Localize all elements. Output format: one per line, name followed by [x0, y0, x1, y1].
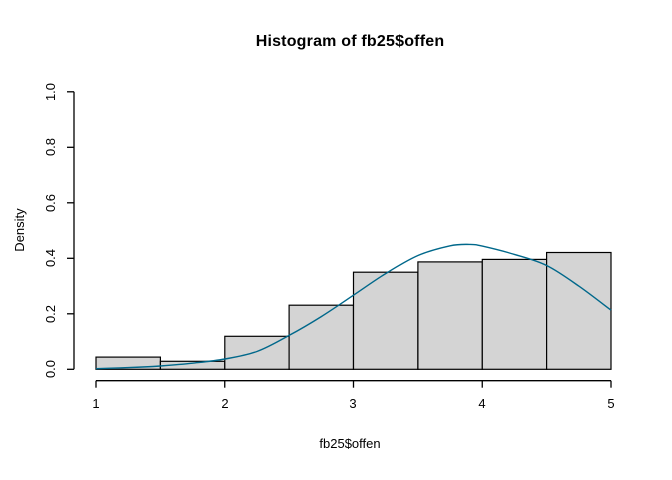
x-tick-label-3: 3 — [349, 396, 357, 411]
histogram-bar — [481, 258, 548, 370]
histogram-bar — [352, 271, 419, 370]
x-axis-label: fb25$offen — [319, 436, 381, 451]
histogram-bar — [288, 304, 355, 370]
axes — [67, 91, 612, 388]
histogram-bar — [545, 251, 612, 370]
histogram-bars — [95, 251, 612, 370]
histogram-bar — [417, 261, 483, 370]
x-tick-label-4: 4 — [478, 396, 486, 411]
plot-title: Histogram of fb25$offen — [255, 33, 445, 50]
x-tick-label-2: 2 — [221, 396, 229, 411]
x-tick-label-1: 1 — [92, 396, 100, 411]
density-curve — [95, 243, 612, 370]
x-tick-label-5: 5 — [607, 396, 615, 411]
